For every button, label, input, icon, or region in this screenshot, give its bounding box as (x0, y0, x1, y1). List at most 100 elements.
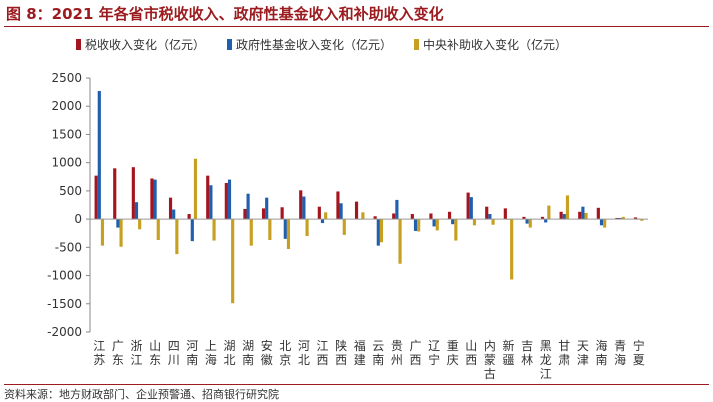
y-tick-label: -1500 (47, 297, 82, 311)
bar-tax (299, 190, 303, 220)
bar-subsidy (286, 219, 291, 250)
bar-tax (280, 207, 284, 220)
bar-tax (596, 207, 600, 220)
bar-subsidy (472, 219, 477, 226)
bar-subsidy (603, 219, 607, 228)
bar-tax (243, 208, 247, 220)
bar-tax (373, 216, 377, 220)
x-tick-label: 广西 (409, 339, 421, 367)
x-tick-label: 吉林 (521, 339, 533, 367)
x-tick-label: 内蒙古 (484, 339, 496, 381)
bar-fund (246, 193, 250, 220)
chart-legend: 税收收入变化（亿元） 政府性基金收入变化（亿元） 中央补助收入变化（亿元） (76, 36, 567, 53)
x-tick-label: 山东 (149, 339, 161, 367)
x-tick-label: 贵州 (391, 339, 403, 367)
x-tick-label: 江苏 (93, 339, 105, 367)
bar-fund (376, 219, 380, 246)
x-tick-label: 湖北 (223, 338, 235, 367)
bar-subsidy (510, 219, 514, 280)
x-tick-label: 云南 (372, 339, 384, 367)
bar-tax (633, 217, 638, 220)
bar-subsidy (454, 219, 458, 241)
bar-subsidy (342, 219, 346, 235)
bar-tax (447, 211, 452, 220)
legend-label-fund: 政府性基金收入变化（亿元） (236, 38, 393, 52)
bar-subsidy (138, 219, 142, 230)
bar-tax (559, 211, 563, 220)
bar-subsidy (231, 219, 235, 304)
x-tick-label: 天津 (577, 339, 589, 367)
x-tick-label: 黑龙江 (540, 339, 552, 381)
x-tick-label: 宁夏 (633, 338, 645, 367)
legend-swatch-subsidy (414, 39, 420, 50)
x-tick-label: 重庆 (447, 339, 459, 367)
bar-fund (395, 199, 399, 220)
bar-fund (525, 219, 529, 224)
bar-chart: -2000 -1500 -1000 -500 0 500 1000 1500 2000 2500 江… (47, 71, 648, 381)
bar-tax (206, 175, 210, 220)
x-tick-label: 广东 (112, 339, 124, 367)
legend-item-fund: 政府性基金收入变化（亿元） (227, 36, 392, 53)
bar-fund (599, 219, 604, 226)
title-rule (4, 26, 709, 27)
y-tick-label: 2500 (51, 71, 82, 85)
x-tick-label: 安徽 (261, 338, 273, 367)
bar-tax (578, 211, 582, 220)
bar-tax (317, 206, 321, 220)
x-tick-label: 河北 (298, 339, 310, 367)
bar-fund (562, 214, 566, 220)
bar-tax (187, 214, 191, 220)
bar-subsidy (435, 219, 439, 231)
bar-subsidy (621, 216, 625, 220)
x-tick-label: 新疆 (502, 338, 514, 367)
x-tick-label: 山西 (465, 339, 477, 367)
bar-subsidy (528, 219, 532, 228)
bar-subsidy (212, 219, 216, 241)
x-tick-label: 北京 (279, 339, 291, 367)
bar-fund (618, 217, 622, 220)
bar-subsidy (417, 219, 421, 232)
bar-fund (544, 219, 548, 223)
bar-fund (432, 219, 436, 227)
x-tick-label: 上海 (205, 339, 217, 367)
bar-fund (451, 219, 455, 225)
bar-subsidy (584, 212, 588, 220)
bar-subsidy (268, 219, 272, 240)
source-note: 资料来源：地方财政部门、企业预警通、招商银行研究院 (4, 388, 279, 401)
x-tick-label: 四川 (168, 339, 180, 367)
x-tick-label: 江西 (316, 339, 328, 367)
legend-item-subsidy: 中央补助收入变化（亿元） (414, 36, 567, 53)
bar-tax (429, 213, 433, 220)
x-tick-label: 福建 (354, 338, 366, 367)
legend-label-subsidy: 中央补助收入变化（亿元） (423, 38, 568, 52)
bar-tax (354, 201, 359, 220)
legend-swatch-tax (76, 39, 81, 50)
x-tick-label: 青海 (614, 339, 626, 367)
x-tick-label: 海南 (595, 338, 607, 367)
bar-subsidy (379, 219, 384, 243)
y-tick-label: 500 (59, 184, 82, 198)
bar-tax (615, 217, 619, 220)
bar-subsidy (305, 219, 309, 237)
bar-fund (172, 209, 176, 220)
bar-fund (153, 179, 157, 220)
x-tick-label: 河南 (186, 339, 198, 367)
bar-tax (336, 191, 340, 220)
bar-subsidy (565, 195, 570, 220)
x-tick-label: 陕西 (335, 338, 347, 367)
bar-fund (116, 219, 120, 228)
bar-fund (134, 202, 139, 220)
legend-item-tax: 税收收入变化（亿元） (76, 36, 205, 53)
bar-subsidy (398, 219, 402, 264)
bar-subsidy (491, 219, 495, 225)
y-tick-label: 1500 (51, 127, 82, 141)
bar-subsidy (249, 219, 253, 246)
bar-tax (540, 216, 545, 220)
bar-tax (150, 178, 154, 220)
bar-subsidy (175, 219, 179, 255)
bar-fund (209, 185, 213, 220)
bar-fund (283, 219, 287, 239)
bar-subsidy (100, 219, 105, 246)
x-tick-label: 浙江 (130, 339, 142, 367)
bar-fund (413, 219, 418, 231)
